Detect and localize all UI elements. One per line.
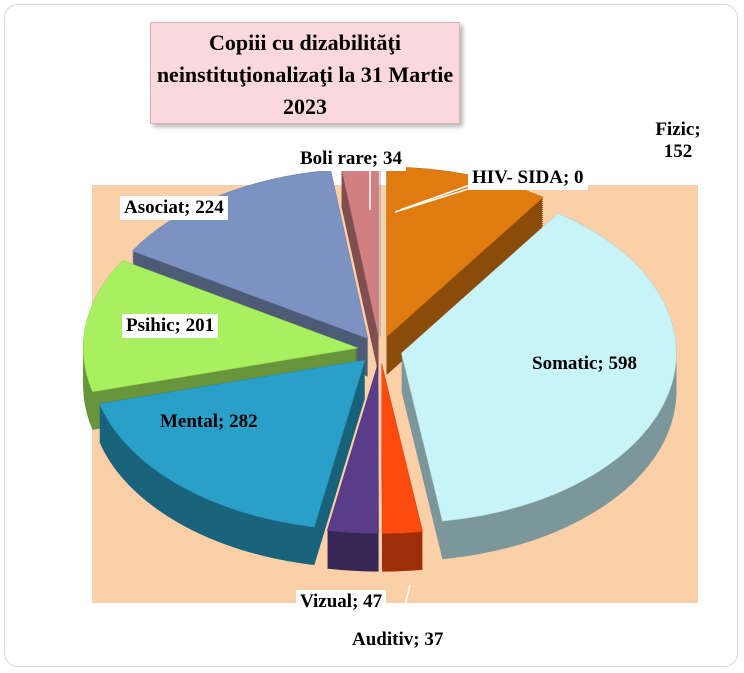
slice (401, 213, 677, 522)
data-label: Auditiv; 37 (348, 628, 448, 652)
slice (98, 359, 366, 528)
data-label: Asociat; 224 (120, 196, 228, 220)
slice (82, 260, 360, 393)
data-label: Boli rare; 34 (296, 147, 407, 171)
leader-line (399, 584, 411, 626)
data-label: Fizic; 152 (648, 118, 708, 164)
leader-line (399, 184, 471, 211)
slice (326, 363, 379, 534)
data-label: HIV- SIDA; 0 (468, 166, 588, 190)
data-label: Vizual; 47 (296, 590, 387, 614)
data-label: Psihic; 201 (122, 314, 219, 338)
data-label: Mental; 282 (160, 411, 258, 432)
slice (381, 363, 423, 534)
data-label: Somatic; 598 (532, 353, 638, 374)
chart-title: Copiii cu dizabilităţi neinstituţionaliz… (150, 22, 460, 124)
frame (4, 4, 738, 667)
